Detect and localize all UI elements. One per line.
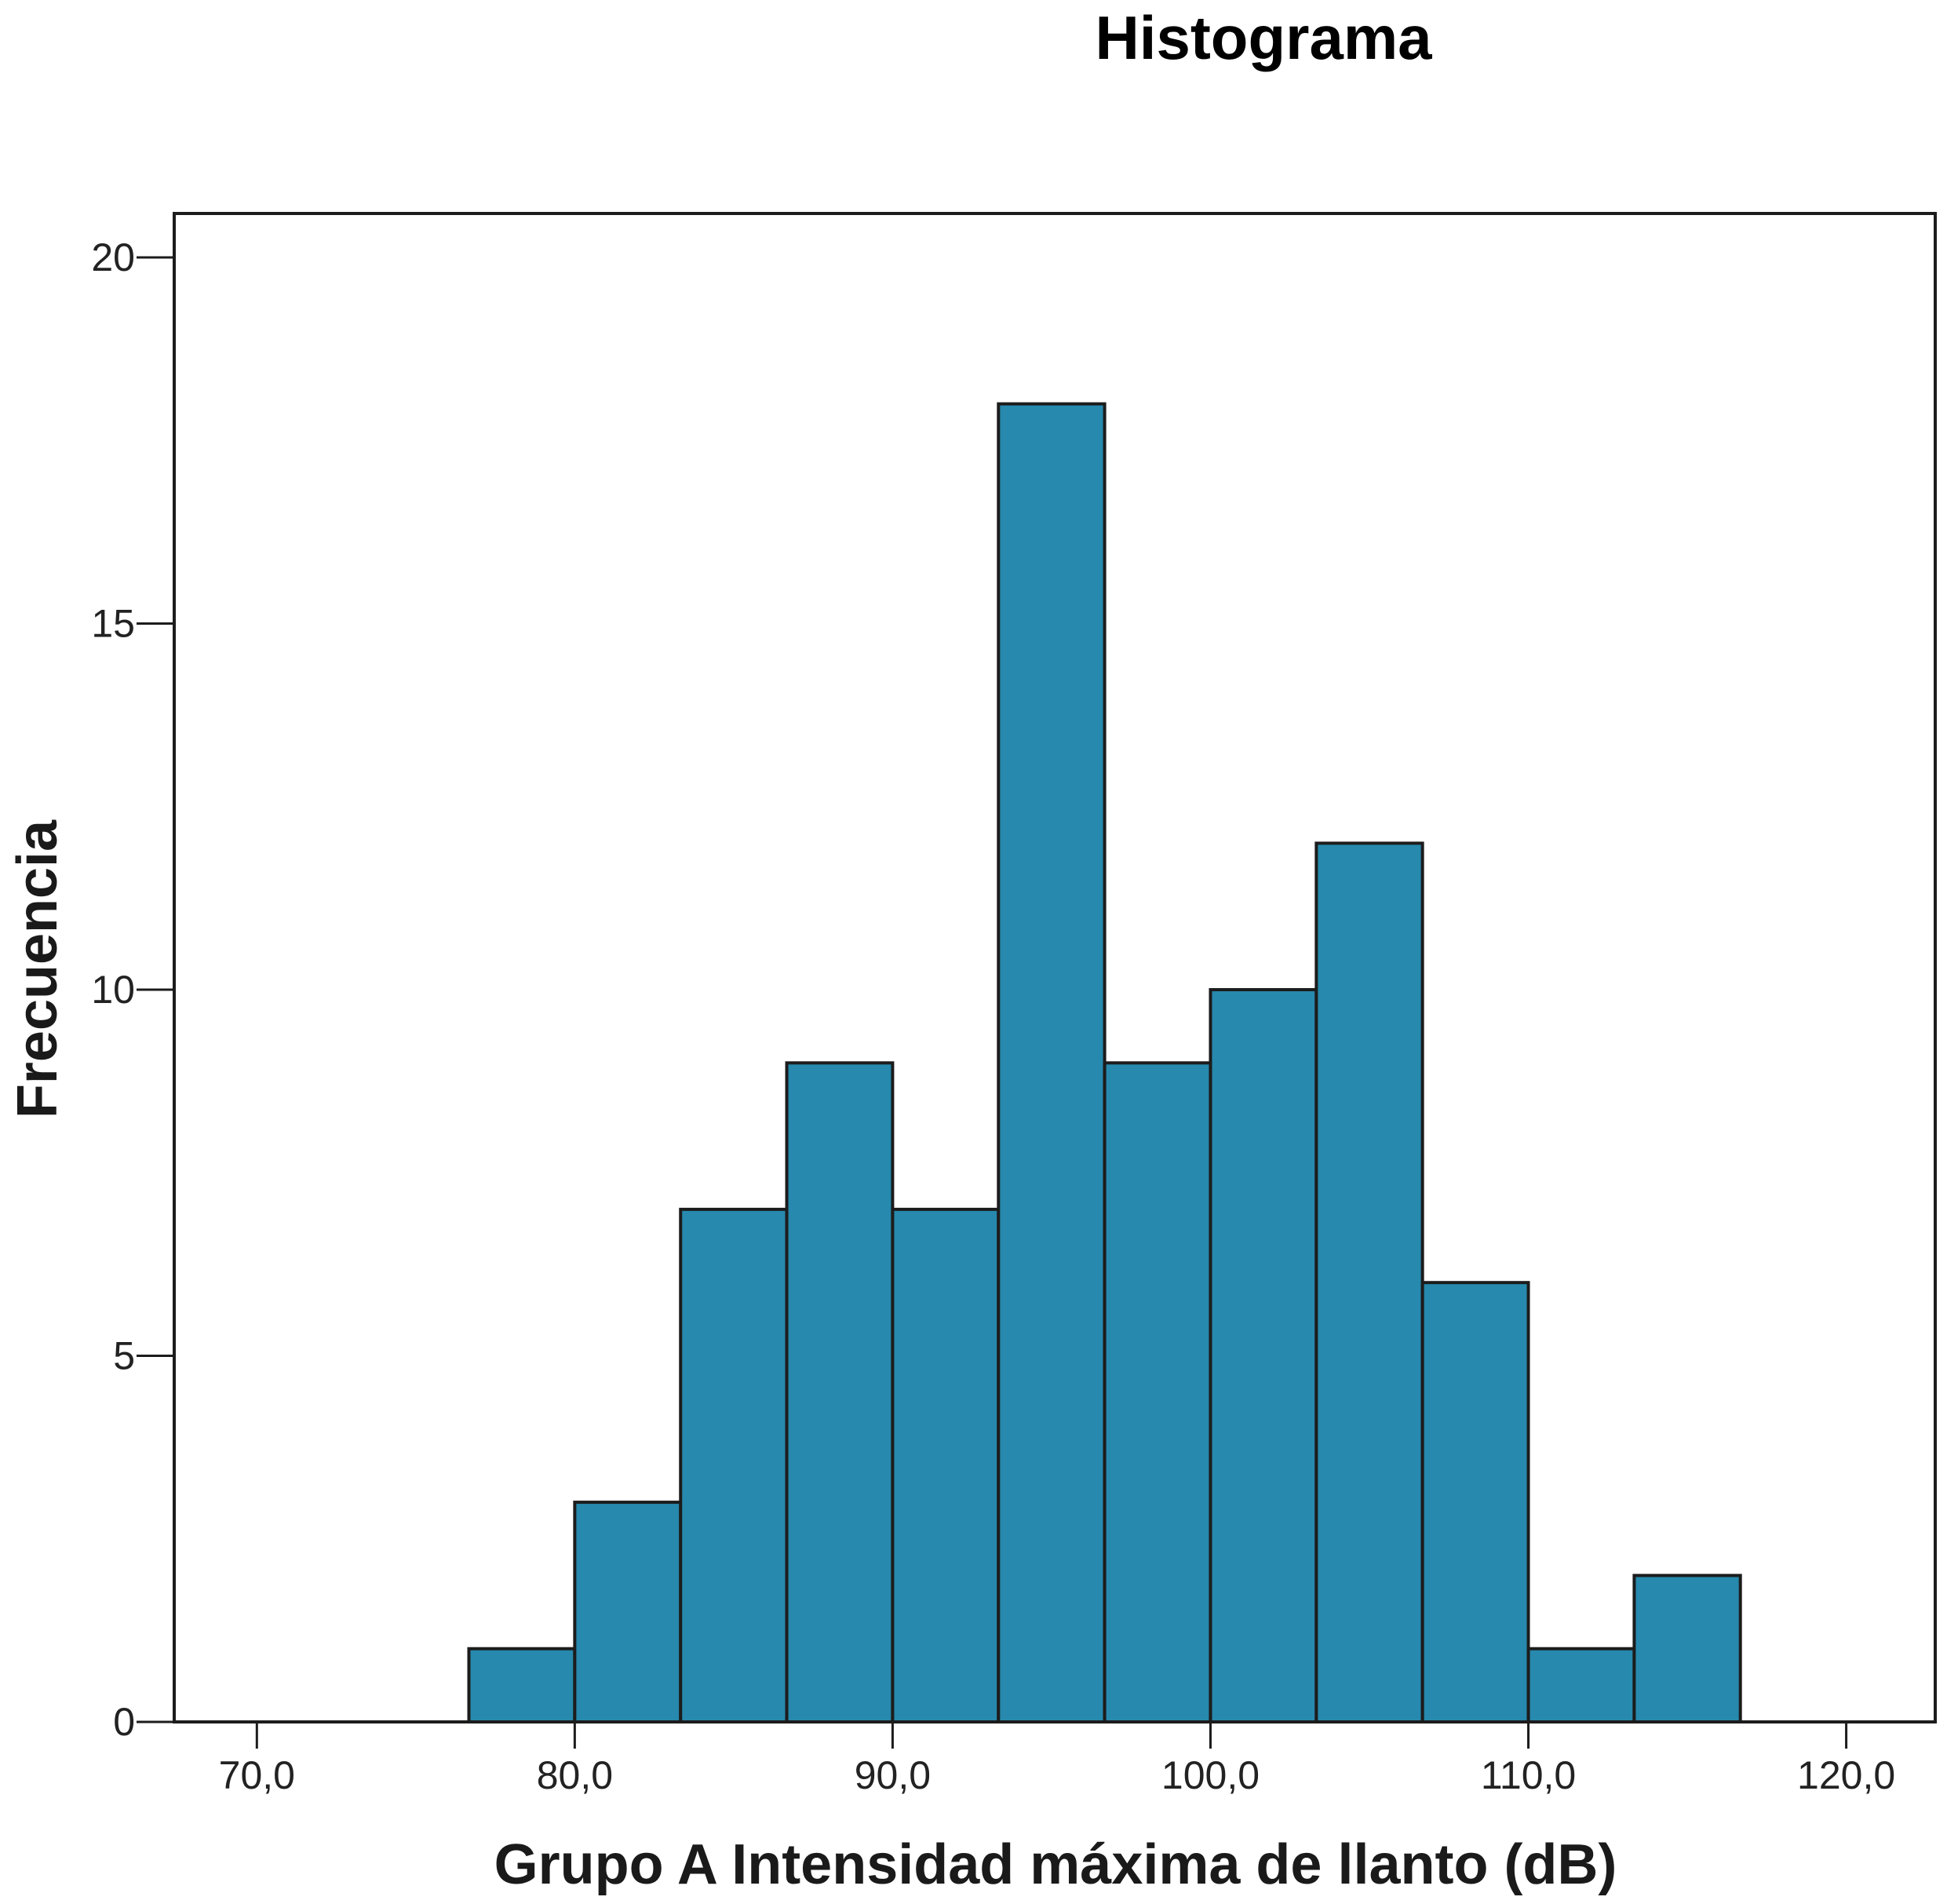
histogram-bar	[1314, 841, 1424, 1723]
x-tick-label: 70,0	[219, 1753, 295, 1797]
y-tick-label: 15	[91, 601, 135, 645]
x-tick-label: 120,0	[1797, 1753, 1895, 1797]
x-tick-label: 110,0	[1481, 1753, 1576, 1797]
histogram-bar	[997, 402, 1107, 1723]
y-tick-label: 10	[91, 968, 135, 1012]
histogram-bar	[573, 1501, 683, 1723]
histogram-bar	[891, 1207, 1001, 1723]
x-axis-label: Grupo A Intensidad máxima de llanto (dB)	[494, 1833, 1617, 1896]
histogram-bar	[1420, 1281, 1530, 1724]
histogram-bar	[467, 1647, 577, 1723]
histogram-bar	[1526, 1647, 1636, 1723]
histogram-bar	[1209, 987, 1318, 1723]
x-tick-label: 80,0	[537, 1753, 613, 1797]
histogram-bar	[1632, 1574, 1742, 1724]
x-axis: 70,0 80,0 90,0 100,0 110,0 120,0	[219, 1722, 1895, 1797]
x-tick-label: 100,0	[1161, 1753, 1260, 1797]
histogram-bar	[1103, 1061, 1212, 1723]
bars-group	[467, 402, 1742, 1724]
x-tick-label: 90,0	[855, 1753, 931, 1797]
y-tick-label: 5	[113, 1333, 135, 1377]
y-axis-label: Frecuencia	[6, 819, 69, 1118]
histogram-bar	[679, 1207, 789, 1723]
plot-frame	[173, 212, 1937, 1723]
y-axis: 0 5 10 15 20	[91, 235, 174, 1744]
histogram-bar	[785, 1061, 895, 1723]
y-tick-label: 0	[113, 1700, 135, 1744]
chart-title: Histograma	[1095, 3, 1432, 72]
y-tick-label: 20	[91, 235, 135, 279]
